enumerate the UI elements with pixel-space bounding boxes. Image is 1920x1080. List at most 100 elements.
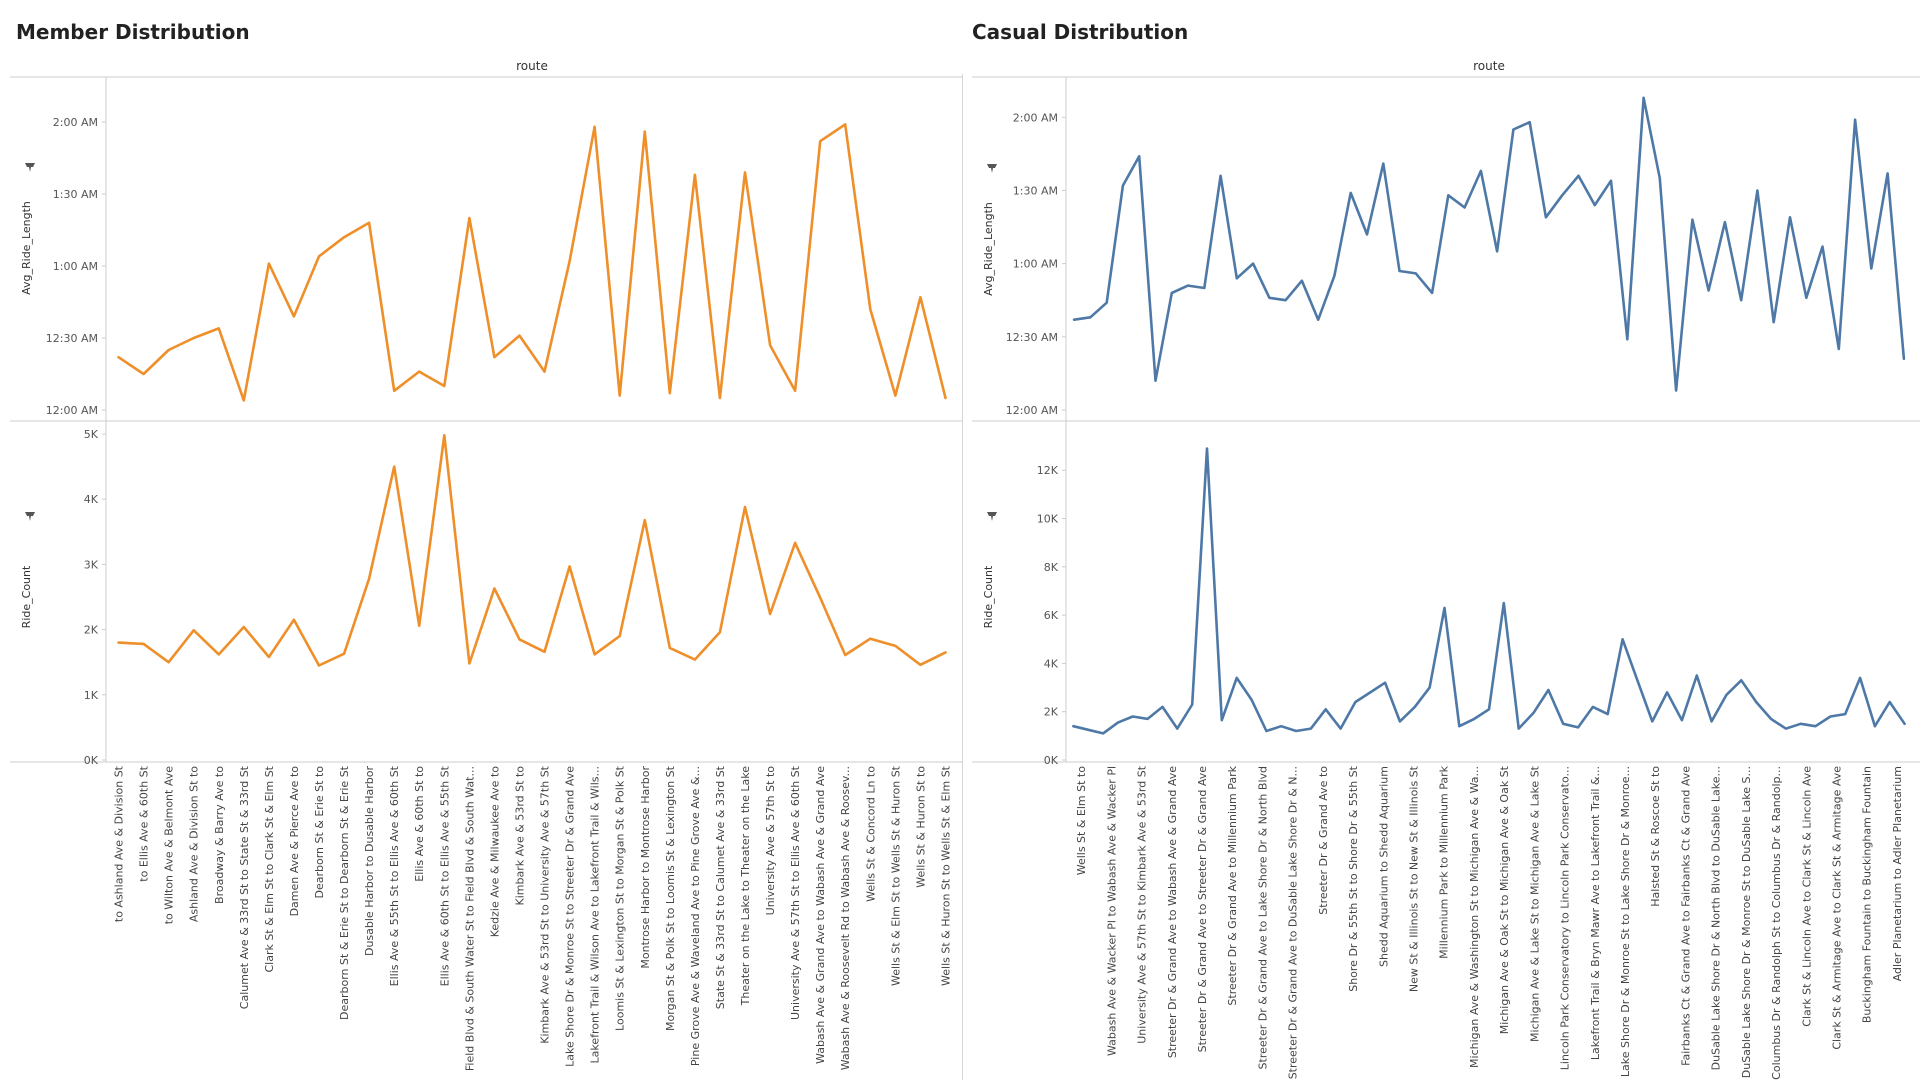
bottom-y-tick-label: 4K bbox=[1044, 657, 1059, 670]
casual-distribution-title: Casual Distribution bbox=[972, 20, 1189, 44]
x-tick-label: Shedd Aquarium to Shedd Aquarium bbox=[1377, 766, 1390, 967]
top-y-tick-label: 2:00 AM bbox=[53, 116, 98, 129]
x-tick-label: University Ave & 57th St to bbox=[764, 766, 777, 916]
x-tick-label: Lakefront Trail & Bryn Mawr Ave to Lakef… bbox=[1589, 766, 1602, 1060]
top-y-axis-title: Avg_Ride_Length bbox=[20, 201, 33, 295]
x-tick-label: Michigan Ave & Lake St to Michigan Ave &… bbox=[1528, 765, 1541, 1042]
x-tick-label: Wells St & Huron St to bbox=[914, 766, 927, 888]
member-distribution-title: Member Distribution bbox=[16, 20, 250, 44]
x-tick-label: Wabash Ave & Grand Ave to Wabash Ave & G… bbox=[814, 766, 827, 1064]
top-pin-icon bbox=[25, 163, 35, 172]
x-tick-label: Halsted St & Roscoe St to bbox=[1649, 766, 1662, 907]
top-y-axis-title: Avg_Ride_Length bbox=[982, 202, 995, 296]
x-tick-label: Streeter Dr & Grand Ave to bbox=[1317, 766, 1330, 915]
bottom-y-axis-title: Ride_Count bbox=[982, 565, 995, 628]
bottom-y-tick-label: 3K bbox=[84, 558, 99, 571]
x-tick-label: Streeter Dr & Grand Ave to Streeter Dr &… bbox=[1196, 766, 1209, 1053]
x-tick-label: Lake Shore Dr & Monroe St to Streeter Dr… bbox=[564, 766, 577, 1067]
x-tick-label: Kedzie Ave & Milwaukee Ave to bbox=[488, 766, 501, 938]
x-tick-label: DuSable Lake Shore Dr & Monroe St to DuS… bbox=[1740, 766, 1753, 1078]
bottom-pin-icon bbox=[25, 512, 35, 521]
x-tick-label: Broadway & Barry Ave to bbox=[213, 766, 226, 904]
x-tick-label: Kimbark Ave & 53rd St to bbox=[513, 766, 526, 906]
top-pin-icon bbox=[987, 164, 997, 173]
x-tick-label: Ellis Ave & 60th St to bbox=[413, 766, 426, 882]
x-tick-label: Michigan Ave & Oak St to Michigan Ave & … bbox=[1498, 765, 1511, 1034]
x-tick-label: Buckingham Fountain to Buckingham Founta… bbox=[1861, 766, 1874, 1023]
x-tick-label: Wells St & Elm St to Wells St & Huron St bbox=[889, 765, 902, 986]
x-tick-label: Ashland Ave & Division St to bbox=[188, 766, 201, 922]
x-tick-label: Dearborn St & Erie St to bbox=[313, 766, 326, 899]
x-tick-label: to Ashland Ave & Division St bbox=[113, 765, 126, 922]
top-y-tick-label: 1:30 AM bbox=[53, 188, 98, 201]
column-header-route: route bbox=[516, 59, 548, 73]
x-tick-label: Kimbark Ave & 53rd St to University Ave … bbox=[539, 765, 552, 1043]
top-y-tick-label: 12:00 AM bbox=[46, 404, 98, 417]
x-tick-label: Shore Dr & 55th St to Shore Dr & 55th St bbox=[1347, 765, 1360, 991]
bottom-y-tick-label: 6K bbox=[1044, 609, 1059, 622]
bottom-y-tick-label: 10K bbox=[1037, 513, 1059, 526]
top-y-tick-label: 2:00 AM bbox=[1013, 111, 1058, 124]
x-tick-label: New St & Illinois St to New St & Illinoi… bbox=[1407, 765, 1420, 992]
x-tick-label: Streeter Dr & Grand Ave to Lake Shore Dr… bbox=[1256, 766, 1269, 1069]
x-tick-label: Damen Ave & Pierce Ave to bbox=[288, 766, 301, 917]
top-y-tick-label: 12:00 AM bbox=[1006, 404, 1058, 417]
x-tick-label: Wells St & Huron St to Wells St & Elm St bbox=[939, 765, 952, 986]
x-tick-label: Clark St & Armitage Ave to Clark St & Ar… bbox=[1830, 766, 1843, 1050]
x-tick-label: State St & 33rd St to Calumet Ave & 33rd… bbox=[714, 765, 727, 1009]
x-tick-label: Wells St & Concord Ln to bbox=[864, 766, 877, 902]
bottom-y-axis-title: Ride_Count bbox=[20, 565, 33, 628]
x-tick-label: Loomis St & Lexington St to Morgan St & … bbox=[614, 765, 627, 1031]
x-tick-label: Dearborn St & Erie St to Dearborn St & E… bbox=[338, 765, 351, 1020]
x-tick-label: Theater on the Lake to Theater on the La… bbox=[739, 766, 752, 1007]
x-tick-label: Field Blvd & South Water St to Field Blv… bbox=[463, 766, 476, 1071]
x-tick-label: Calumet Ave & 33rd St to State St & 33rd… bbox=[238, 765, 251, 1009]
x-tick-label: Pine Grove Ave & Waveland Ave to Pine Gr… bbox=[689, 766, 702, 1066]
x-tick-label: Morgan St & Polk St to Loomis St & Lexin… bbox=[664, 765, 677, 1031]
dashboard-divider bbox=[962, 74, 963, 1080]
x-tick-label: Streeter Dr & Grand Ave to Millennium Pa… bbox=[1226, 765, 1239, 1005]
bottom-pin-icon bbox=[987, 512, 997, 521]
x-tick-label: Millennium Park to Millennium Park bbox=[1438, 765, 1451, 958]
x-tick-label: Clark St & Lincoln Ave to Clark St & Lin… bbox=[1800, 766, 1813, 1027]
x-tick-label: Dusable Harbor to Dusable Harbor bbox=[363, 766, 376, 956]
member-distribution-chart: route Avg_Ride_Length 12:00 AM 12:30 AM 1:00… bbox=[10, 59, 962, 1071]
casual-distribution-chart: route Avg_Ride_Length 12:00 AM 12:30 AM 1:00… bbox=[972, 59, 1920, 1080]
top-y-tick-label: 12:30 AM bbox=[46, 332, 98, 345]
top-y-tick-label: 1:00 AM bbox=[1013, 258, 1058, 271]
x-tick-label: University Ave & 57th St to Kimbark Ave … bbox=[1136, 765, 1149, 1043]
x-tick-label: Streeter Dr & Grand Ave to Wabash Ave & … bbox=[1166, 766, 1179, 1058]
bottom-y-tick-label: 8K bbox=[1044, 561, 1059, 574]
x-tick-label: Ellis Ave & 60th St to Ellis Ave & 55th … bbox=[438, 765, 451, 986]
bottom-y-tick-label: 0K bbox=[84, 754, 99, 767]
bottom-y-tick-label: 5K bbox=[84, 428, 99, 441]
x-tick-label: Montrose Harbor to Montrose Harbor bbox=[639, 766, 652, 969]
bottom-y-tick-label: 2K bbox=[1044, 706, 1059, 719]
top-y-tick-label: 1:30 AM bbox=[1013, 184, 1058, 197]
x-tick-label: Wabash Ave & Roosevelt Rd to Wabash Ave … bbox=[839, 766, 852, 1070]
bottom-y-tick-label: 2K bbox=[84, 624, 99, 637]
x-tick-label: to Ellis Ave & 60th St bbox=[138, 765, 151, 881]
x-tick-label: Ellis Ave & 55th St to Ellis Ave & 60th … bbox=[388, 765, 401, 986]
x-tick-label: Lake Shore Dr & Monroe St to Lake Shore … bbox=[1619, 766, 1632, 1077]
bottom-y-tick-label: 0K bbox=[1044, 754, 1059, 767]
x-tick-label: Wabash Ave & Wacker Pl to Wabash Ave & W… bbox=[1105, 766, 1118, 1056]
x-tick-label: Wells St & Elm St to bbox=[1075, 766, 1088, 876]
x-tick-label: Lakefront Trail & Wilson Ave to Lakefron… bbox=[589, 766, 602, 1064]
x-tick-label: Columbus Dr & Randolph St to Columbus Dr… bbox=[1770, 766, 1783, 1080]
x-tick-label: DuSable Lake Shore Dr & North Blvd to Du… bbox=[1710, 766, 1723, 1070]
x-tick-label: University Ave & 57th St to Ellis Ave & … bbox=[789, 765, 802, 1020]
top-series-line bbox=[1072, 96, 1906, 392]
x-tick-label: Clark St & Elm St to Clark St & Elm St bbox=[263, 765, 276, 972]
bottom-y-tick-label: 12K bbox=[1037, 464, 1059, 477]
x-tick-label: Adler Planetarium to Adler Planetarium bbox=[1891, 766, 1904, 981]
x-tick-label: Michigan Ave & Washington St to Michigan… bbox=[1468, 766, 1481, 1068]
top-y-tick-label: 1:00 AM bbox=[53, 260, 98, 273]
bottom-series-line bbox=[1072, 447, 1906, 735]
top-y-tick-label: 12:30 AM bbox=[1006, 331, 1058, 344]
column-header-route: route bbox=[1473, 59, 1505, 73]
bottom-y-tick-label: 1K bbox=[84, 689, 99, 702]
x-tick-label: Fairbanks Ct & Grand Ave to Fairbanks Ct… bbox=[1679, 766, 1692, 1066]
bottom-y-tick-label: 4K bbox=[84, 493, 99, 506]
x-tick-label: to Wilton Ave & Belmont Ave bbox=[163, 766, 176, 925]
